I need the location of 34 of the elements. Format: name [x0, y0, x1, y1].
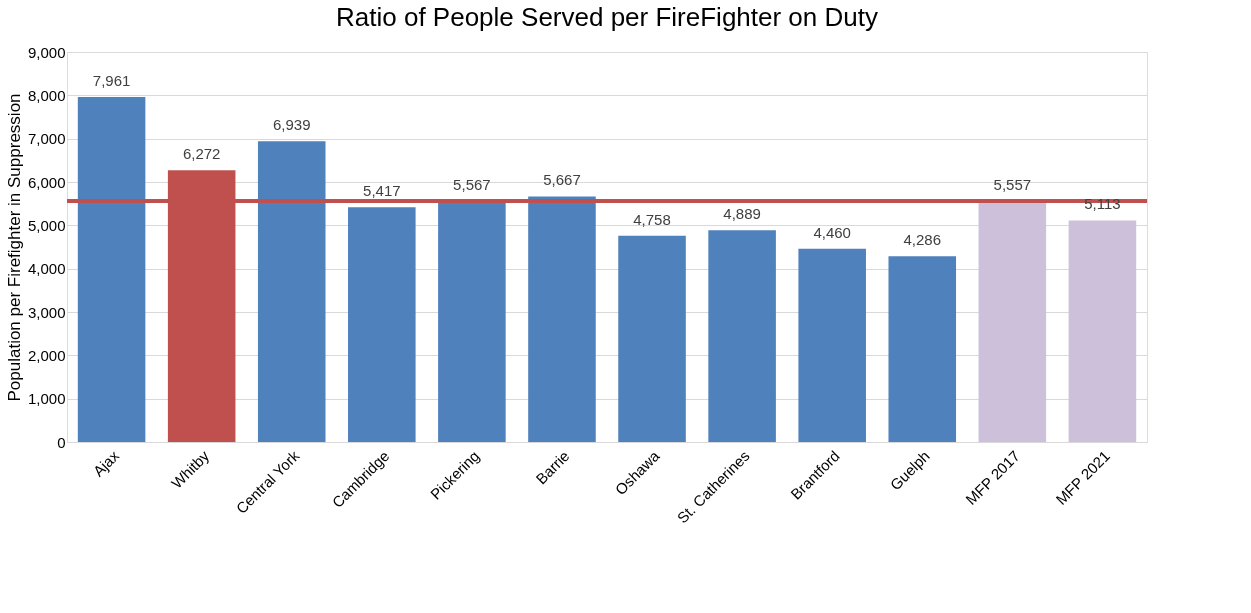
bar [1068, 220, 1137, 442]
y-tick-label: 8,000 [27, 86, 66, 104]
bar [978, 201, 1047, 442]
bar [708, 230, 776, 442]
data-label: 5,417 [363, 182, 401, 200]
y-tick-label: 5,000 [27, 216, 66, 234]
chart-title: Ratio of People Served per FireFighter on Duty [336, 2, 878, 32]
bar [528, 196, 596, 442]
data-label: 6,939 [272, 116, 311, 134]
data-label: 4,286 [903, 231, 942, 249]
bar [257, 141, 326, 442]
bar [77, 97, 146, 442]
data-label: 5,667 [543, 171, 581, 189]
y-axis-title: Population per Firefighter in Suppression [4, 93, 24, 402]
y-tick-label: 7,000 [27, 130, 66, 148]
y-tick-label: 2,000 [27, 346, 66, 364]
data-label: 6,272 [182, 145, 221, 163]
data-label: 5,567 [453, 175, 491, 193]
y-tick-label: 3,000 [27, 303, 66, 321]
bar [888, 256, 957, 442]
data-label: 7,961 [92, 72, 131, 90]
y-tick-label: 9,000 [27, 43, 66, 61]
y-tick-label: 1,000 [27, 390, 66, 408]
bar [798, 248, 866, 442]
y-tick-label: 6,000 [27, 173, 66, 191]
bar [348, 207, 416, 442]
bar [438, 200, 506, 442]
data-label: 5,557 [993, 176, 1032, 194]
y-tick-label: 4,000 [27, 260, 66, 278]
data-label: 4,889 [723, 205, 761, 223]
data-label: 4,460 [813, 223, 851, 241]
data-label: 4,758 [633, 210, 671, 228]
y-tick-label: 0 [57, 433, 66, 451]
bar [618, 235, 686, 442]
